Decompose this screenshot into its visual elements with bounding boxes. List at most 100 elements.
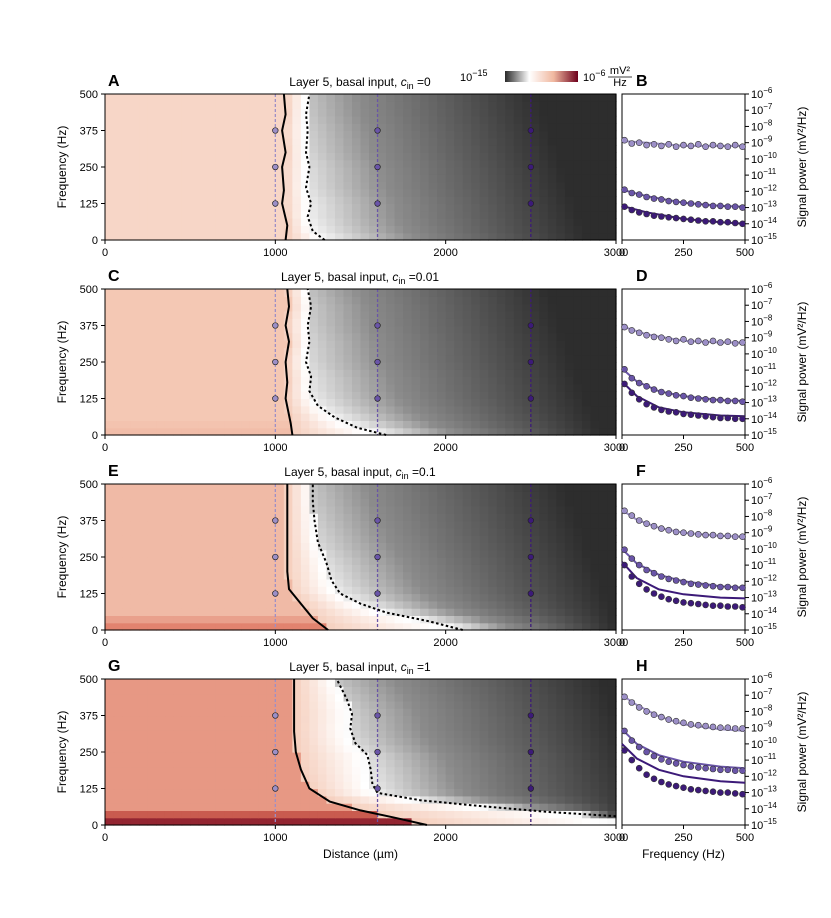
heatmap-cell: [190, 622, 200, 631]
heatmap-cell: [428, 564, 438, 573]
heatmap-cell: [113, 810, 123, 819]
heatmap-cell: [556, 310, 566, 319]
heatmap-cell: [437, 427, 447, 436]
heatmap-cell: [462, 608, 472, 616]
heatmap-cell: [122, 593, 132, 602]
spectrum-y-tick-label: 10−6: [751, 476, 773, 491]
heatmap-cell: [360, 571, 370, 580]
heatmap-cell: [224, 108, 234, 117]
heatmap-cell: [505, 94, 515, 102]
heatmap-cell: [471, 520, 481, 529]
heatmap-cell: [403, 752, 413, 760]
heatmap-cell: [462, 600, 472, 609]
heatmap-cell: [471, 549, 481, 558]
spectrum-point: [650, 404, 658, 411]
heatmap-cell: [207, 289, 217, 297]
heatmap-cell: [454, 578, 464, 587]
heatmap-cell: [113, 289, 123, 297]
heatmap-cell: [394, 773, 404, 782]
heatmap-cell: [130, 737, 140, 746]
heatmap-cell: [139, 773, 149, 782]
heatmap-cell: [130, 196, 140, 205]
heatmap-cell: [462, 427, 472, 436]
heatmap-cell: [479, 491, 489, 500]
heatmap-cell: [190, 232, 200, 241]
heatmap-cell: [317, 578, 328, 587]
heatmap-cell: [181, 354, 191, 363]
heatmap-cell: [369, 318, 379, 327]
heatmap-cell: [173, 318, 183, 327]
heatmap-cell: [479, 123, 489, 132]
heatmap-cell: [130, 600, 140, 609]
heatmap-cell: [275, 108, 285, 117]
heatmap-cell: [386, 722, 396, 731]
heatmap-cell: [394, 715, 404, 724]
heatmap-cell: [394, 615, 404, 624]
heatmap-cell: [292, 181, 302, 190]
heatmap-cell: [181, 571, 191, 580]
heatmap-cell: [386, 188, 396, 197]
heatmap-cell: [207, 203, 217, 212]
heatmap-cell: [190, 101, 200, 110]
heatmap-cell: [198, 362, 208, 370]
x-tick-label: 2000: [433, 247, 457, 259]
spectrum-point: [658, 196, 665, 203]
heatmap-cell: [411, 759, 421, 768]
heatmap-cell: [241, 232, 251, 241]
heatmap-cell: [326, 167, 336, 175]
heatmap-cell: [275, 347, 285, 356]
panel-title: Layer 5, basal input, cin =0: [289, 75, 431, 91]
heatmap-cell: [462, 383, 472, 392]
heatmap-cell: [343, 759, 353, 768]
heatmap-cell: [403, 766, 413, 775]
heatmap-cell: [590, 817, 600, 826]
heatmap-cell: [232, 498, 242, 507]
heatmap-cell: [258, 766, 268, 775]
heatmap-cell: [377, 549, 387, 558]
heatmap-cell: [147, 737, 157, 746]
heatmap-cell: [573, 491, 583, 500]
heatmap-cell: [454, 340, 464, 348]
heatmap-cell: [428, 332, 438, 341]
heatmap-cell: [198, 130, 208, 139]
heatmap-cell: [164, 152, 174, 161]
heatmap-cell: [394, 759, 404, 768]
heatmap-cell: [411, 137, 421, 146]
heatmap-cell: [258, 586, 268, 595]
spectrum-point: [702, 218, 709, 225]
heatmap-cell: [122, 788, 132, 797]
spectrum-point: [724, 338, 732, 346]
heatmap-cell: [522, 362, 532, 370]
heatmap-cell: [241, 362, 251, 370]
heatmap-cell: [445, 817, 455, 826]
spectrum-point: [665, 595, 673, 603]
heatmap-cell: [547, 108, 557, 117]
heatmap-cell: [207, 491, 217, 500]
heatmap-cell: [241, 210, 251, 219]
heatmap-cell: [530, 803, 540, 811]
heatmap-cell: [564, 708, 575, 717]
heatmap-cell: [275, 535, 285, 543]
heatmap-cell: [539, 232, 549, 241]
heatmap-cell: [292, 535, 302, 543]
heatmap-cell: [283, 722, 293, 731]
heatmap-cell: [173, 810, 183, 819]
heatmap-cell: [607, 405, 617, 414]
heatmap-cell: [420, 159, 430, 168]
heatmap-cell: [377, 708, 387, 717]
heatmap-cell: [334, 715, 345, 724]
heatmap-cell: [581, 398, 592, 407]
heatmap-cell: [266, 781, 276, 790]
heatmap-cell: [283, 708, 293, 717]
heatmap-cell: [130, 115, 140, 124]
heatmap-cell: [241, 803, 251, 811]
heatmap-cell: [198, 759, 208, 768]
heatmap-cell: [224, 218, 234, 226]
heatmap-cell: [522, 218, 532, 226]
heatmap-cell: [207, 318, 217, 327]
heatmap-cell: [471, 152, 481, 161]
heatmap-cell: [377, 332, 387, 341]
spectrum-x-tick-label: 250: [674, 637, 692, 649]
heatmap-cell: [241, 722, 251, 731]
heatmap-cell: [420, 174, 430, 183]
